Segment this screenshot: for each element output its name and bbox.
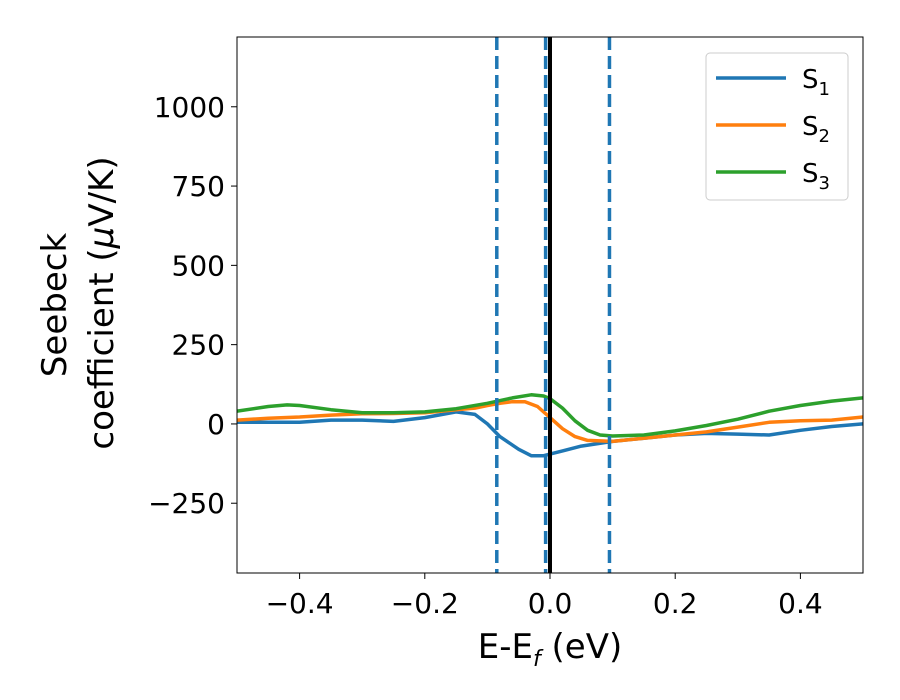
x-tick-label: −0.2 (391, 587, 459, 620)
y-axis-label-line2: coefficient (μV/K) (82, 156, 122, 449)
y-axis-label-line1: Seebeck (35, 233, 75, 378)
y-tick-label: 0 (207, 408, 225, 441)
y-tick-label: 750 (172, 170, 225, 203)
x-tick-label: 0.0 (528, 587, 573, 620)
y-axis-label: Seebeck coefficient (μV/K) (35, 156, 122, 449)
x-tick-label: −0.4 (266, 587, 334, 620)
y-axis: −250 0 250 500 750 1000 (148, 91, 237, 520)
y-tick-label: 1000 (154, 91, 225, 124)
y-tick-label: 500 (172, 249, 225, 282)
legend-label-s3: S3 (802, 159, 830, 194)
legend: S1 S2 S3 (705, 52, 849, 201)
y-tick-label: 250 (172, 329, 225, 362)
y-tick-label: −250 (148, 487, 225, 520)
x-axis: −0.4 −0.2 0.0 0.2 0.4 (266, 573, 823, 620)
plot-area (237, 37, 863, 573)
x-tick-label: 0.4 (778, 587, 823, 620)
legend-label-s2: S2 (802, 112, 830, 147)
legend-label-s1: S1 (802, 65, 830, 100)
x-axis-label: E-Ef (eV) (478, 627, 623, 672)
series-line-s1 (237, 410, 863, 458)
x-tick-label: 0.2 (653, 587, 698, 620)
